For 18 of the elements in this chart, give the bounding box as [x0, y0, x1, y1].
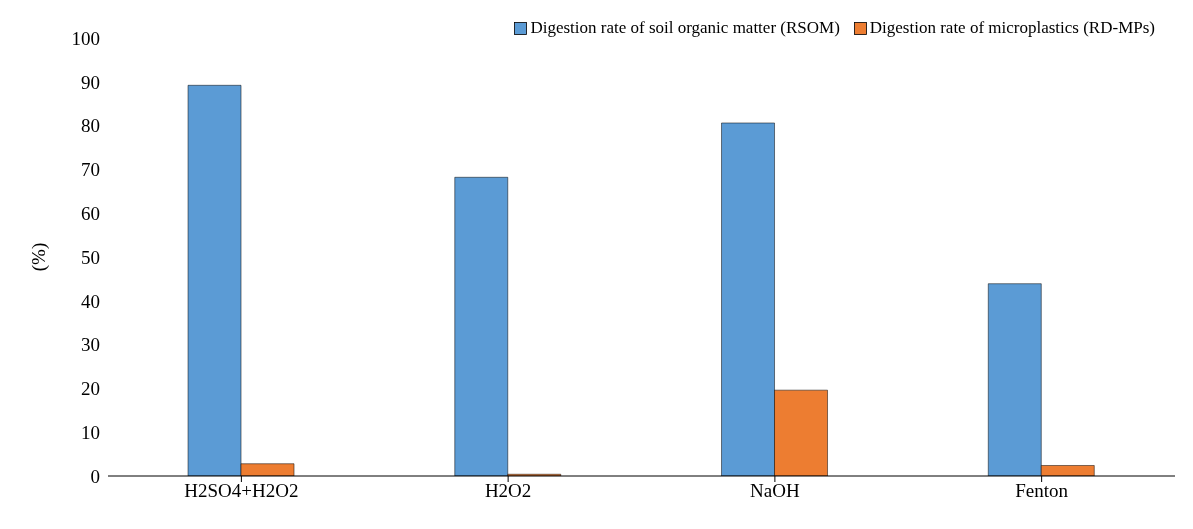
y-tick-label: 0	[90, 465, 100, 487]
legend-label: Digestion rate of microplastics (RD-MPs)	[868, 18, 1155, 38]
y-tick-label: 100	[71, 27, 100, 49]
y-tick-label: 10	[81, 421, 100, 443]
y-tick-label: 60	[81, 202, 100, 224]
y-tick-label: 80	[81, 115, 100, 137]
legend-label: Digestion rate of soil organic matter (RSOM)	[529, 18, 840, 38]
y-tick-label: 30	[81, 334, 100, 356]
x-tick-label: H2SO4+H2O2	[184, 480, 299, 502]
y-tick-label: 40	[81, 290, 100, 312]
y-tick-label: 20	[81, 378, 100, 400]
x-tick-label: NaOH	[750, 480, 800, 502]
y-axis-title: (%)	[27, 242, 50, 272]
x-tick-label: H2O2	[484, 480, 532, 502]
y-tick-label: 70	[81, 159, 100, 181]
y-tick-label: 50	[81, 246, 100, 268]
y-tick-label: 90	[81, 71, 100, 93]
x-tick-label: Fenton	[1015, 480, 1069, 502]
